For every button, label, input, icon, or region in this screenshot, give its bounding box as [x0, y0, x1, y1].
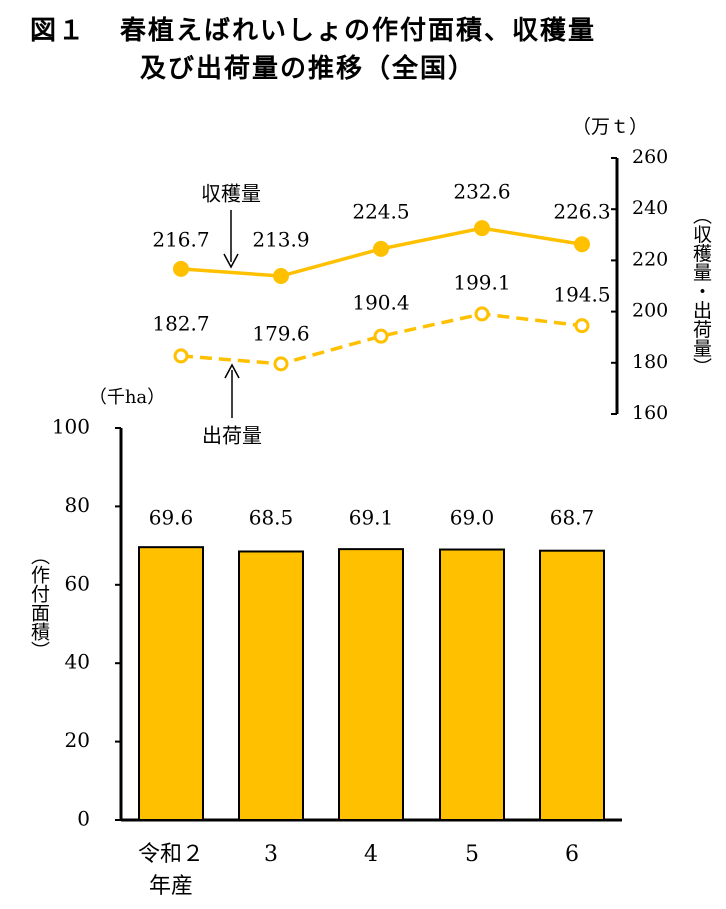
x-tick-label: 4 [364, 842, 378, 867]
harvest-marker [373, 240, 389, 257]
x-tick-label: 3 [264, 842, 278, 867]
title-line2: 及び出荷量の推移（全国） [140, 54, 477, 84]
line-y-tick-label: 200 [632, 300, 668, 322]
bar [338, 548, 404, 821]
x-tick-label: 年産 [149, 874, 193, 899]
line-y-tick-label: 240 [632, 197, 668, 219]
harvest-value-label: 224.5 [352, 200, 409, 224]
shipment-value-label: 182.7 [152, 312, 209, 336]
shipment-marker [474, 306, 490, 322]
annotation-layer: 216.7 213.9 224.5 232.6 226.3 182.7 179.6 190.4… [152, 180, 610, 448]
bar-y-tick-label: 60 [65, 571, 90, 595]
bar-y-axis-title: （作付面積） [28, 546, 50, 660]
shipment-marker [574, 318, 590, 334]
harvest-value-label: 232.6 [453, 180, 510, 204]
bar-value-label: 68.5 [249, 506, 294, 530]
bar-y-tick-label: 0 [77, 807, 90, 831]
line-y-tick-label: 180 [632, 351, 668, 373]
x-tick-label: 令和２ [138, 842, 204, 867]
shipment-marker [373, 328, 389, 344]
title-line1: 春植えばれいしょの作付面積、収穫量 [120, 16, 597, 46]
shipment-value-label: 199.1 [453, 271, 510, 295]
bar [539, 549, 605, 821]
bar-value-label: 68.7 [550, 506, 595, 530]
chart-title: 図１ 春植えばれいしょの作付面積、収穫量 及び出荷量の推移（全国） [30, 12, 596, 88]
bar-value-label: 69.0 [450, 506, 495, 530]
shipment-arrow-head [224, 363, 240, 379]
bar-y-tick-label: 20 [65, 728, 90, 752]
harvest-marker [574, 236, 590, 253]
harvest-arrow-head [223, 253, 239, 269]
shipment-value-label: 179.6 [252, 322, 309, 346]
line-y-tick-label: 160 [632, 402, 668, 424]
bar-value-label: 69.1 [349, 506, 394, 530]
bar [138, 546, 204, 822]
shipment-marker [173, 348, 189, 364]
line-chart: 160 180 200 220 240 260 （万ｔ） （収穫量・出荷量） [173, 116, 712, 424]
bar-value-label: 69.6 [149, 506, 194, 530]
x-tick-label: 5 [465, 842, 479, 867]
line-y-unit: （万ｔ） [572, 116, 648, 138]
shipment-annotation: 出荷量 [202, 424, 262, 448]
harvest-value-label: 216.7 [152, 228, 209, 252]
x-tick-label: 6 [565, 842, 579, 867]
bar-y-unit: （千ha） [89, 387, 165, 408]
harvest-marker [173, 260, 189, 277]
bar-chart: 0 20 40 60 80 100 （千ha） （作付面積） 69.6 68.5 69.1 69.0 6… [28, 387, 622, 899]
harvest-marker [474, 220, 490, 237]
bar-y-tick-label: 80 [65, 493, 90, 517]
shipment-line [180, 312, 583, 366]
line-y-tick-label: 220 [632, 248, 668, 270]
bar [439, 548, 505, 822]
harvest-annotation: 収穫量 [201, 182, 261, 206]
harvest-marker [273, 268, 289, 285]
harvest-value-label: 213.9 [252, 228, 309, 252]
figure-label: 図１ [30, 16, 87, 46]
bar-y-tick-label: 100 [52, 415, 90, 439]
bar [238, 550, 304, 821]
bar-y-tick-label: 40 [65, 650, 90, 674]
line-y-axis-title: （収穫量・出荷量） [690, 206, 712, 377]
shipment-value-label: 190.4 [352, 291, 409, 315]
line-y-tick-label: 260 [632, 146, 668, 168]
shipment-value-label: 194.5 [553, 283, 610, 307]
harvest-value-label: 226.3 [553, 200, 610, 224]
shipment-marker [273, 356, 289, 372]
